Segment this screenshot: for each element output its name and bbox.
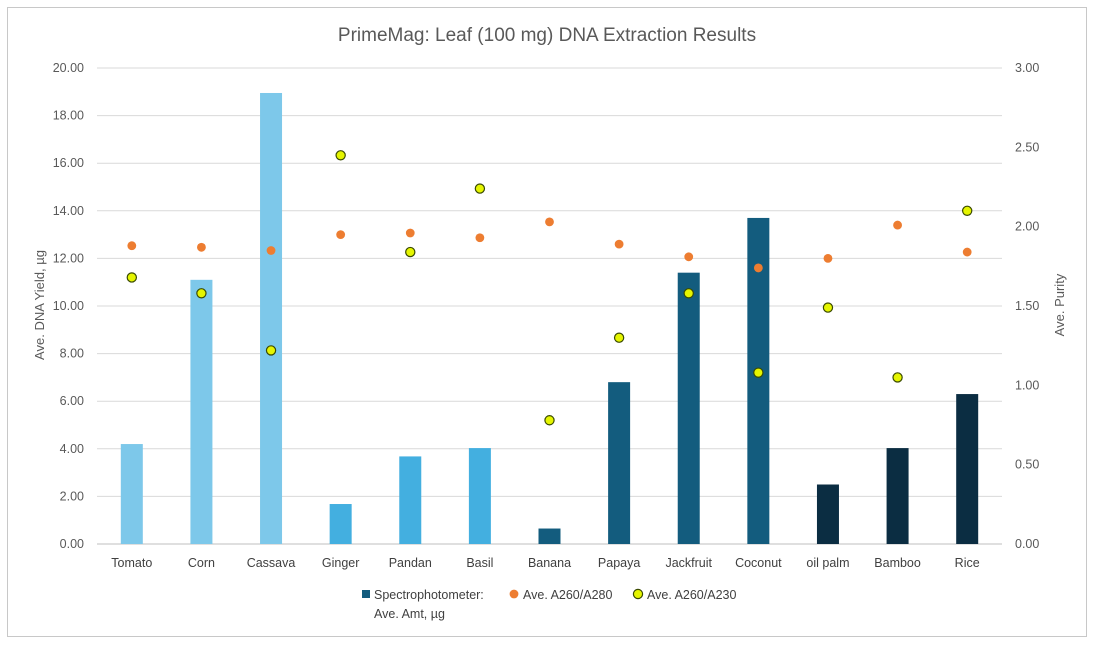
y-tick-label: 16.00 (53, 156, 84, 170)
x-tick-label: Tomato (111, 556, 152, 570)
point (962, 247, 972, 257)
legend-label: Ave. Amt, µg (374, 607, 445, 621)
x-tick-label: Bamboo (874, 556, 921, 570)
x-tick-label: Corn (188, 556, 215, 570)
point (545, 217, 554, 227)
point (892, 372, 903, 383)
bar (260, 92, 283, 545)
point (405, 228, 415, 238)
point (474, 183, 486, 194)
point (822, 302, 834, 313)
x-tick-label: Jackfruit (665, 556, 712, 570)
legend-bar-swatch (362, 590, 370, 598)
y-tick-label: 10.00 (53, 299, 84, 313)
point (683, 288, 694, 299)
x-tick-label: Ginger (322, 556, 360, 570)
point (823, 254, 833, 263)
bar (608, 382, 631, 544)
point (475, 233, 485, 243)
y2-tick-label: 0.50 (1015, 458, 1039, 472)
x-axis: Tomato Corn Cassava Ginger Pandan Basil Banana… (111, 556, 979, 570)
x-tick-label: Banana (528, 556, 571, 570)
point (196, 288, 207, 299)
y-tick-label: 20.00 (53, 61, 84, 75)
y-tick-label: 0.00 (60, 537, 84, 551)
y2-axis-title: Ave. Purity (1052, 273, 1067, 336)
y2-tick-label: 1.50 (1015, 299, 1039, 313)
bar (816, 484, 839, 544)
x-tick-label: Rice (955, 556, 980, 570)
bar-series (120, 92, 979, 545)
point (266, 246, 276, 255)
bar (120, 444, 143, 544)
bar (747, 217, 770, 544)
bar (956, 394, 979, 544)
bar (886, 448, 909, 544)
point (753, 367, 764, 378)
y-tick-label: 14.00 (53, 204, 84, 218)
y-tick-label: 12.00 (53, 251, 84, 265)
chart-legend: Spectrophotometer: Ave. Amt, µg Ave. A260/… (362, 588, 736, 621)
legend-label: Ave. A260/A280 (523, 588, 612, 602)
legend-point-swatch (632, 588, 644, 600)
point (265, 345, 277, 356)
chart-title: PrimeMag: Leaf (100 mg) DNA Extraction R… (338, 25, 756, 46)
legend-label: Ave. A260/A230 (647, 588, 736, 602)
scatter-series (126, 150, 973, 426)
point (684, 252, 694, 262)
y-axis-right: 0.00 0.50 1.00 1.50 2.00 2.50 3.00 (1015, 61, 1039, 551)
y2-tick-label: 3.00 (1015, 61, 1039, 75)
y-axis-title: Ave. DNA Yield, µg (32, 250, 47, 360)
x-tick-label: Papaya (598, 556, 640, 570)
bar (399, 456, 422, 544)
point (893, 220, 902, 230)
y-axis-left: 0.00 2.00 4.00 6.00 8.00 10.00 12.00 14.00 16.00… (53, 61, 84, 551)
point (614, 239, 624, 249)
bar (190, 279, 213, 544)
x-tick-label: oil palm (806, 556, 849, 570)
bar (538, 528, 561, 544)
y-tick-label: 6.00 (60, 394, 84, 408)
legend-label: Spectrophotometer: (374, 588, 484, 602)
y2-tick-label: 0.00 (1015, 537, 1039, 551)
y-tick-label: 8.00 (60, 347, 84, 361)
y-tick-label: 2.00 (60, 489, 84, 503)
legend-point-swatch (509, 589, 519, 599)
point (126, 272, 138, 283)
x-tick-label: Cassava (247, 556, 296, 570)
point (335, 150, 346, 161)
y2-tick-label: 1.00 (1015, 378, 1039, 392)
point (127, 241, 137, 251)
bar (468, 448, 491, 544)
point (405, 246, 416, 258)
point (336, 230, 346, 240)
point (961, 205, 973, 216)
point (613, 332, 625, 343)
bar (677, 272, 700, 544)
point (544, 415, 555, 426)
bar (329, 504, 352, 544)
y-tick-label: 4.00 (60, 442, 84, 456)
y2-tick-label: 2.00 (1015, 220, 1039, 234)
y-tick-label: 18.00 (53, 109, 84, 123)
x-tick-label: Basil (466, 556, 493, 570)
gridlines (97, 67, 1002, 545)
point (753, 263, 763, 273)
x-tick-label: Coconut (735, 556, 782, 570)
point (197, 242, 206, 252)
y2-tick-label: 2.50 (1015, 140, 1039, 154)
x-tick-label: Pandan (389, 556, 432, 570)
